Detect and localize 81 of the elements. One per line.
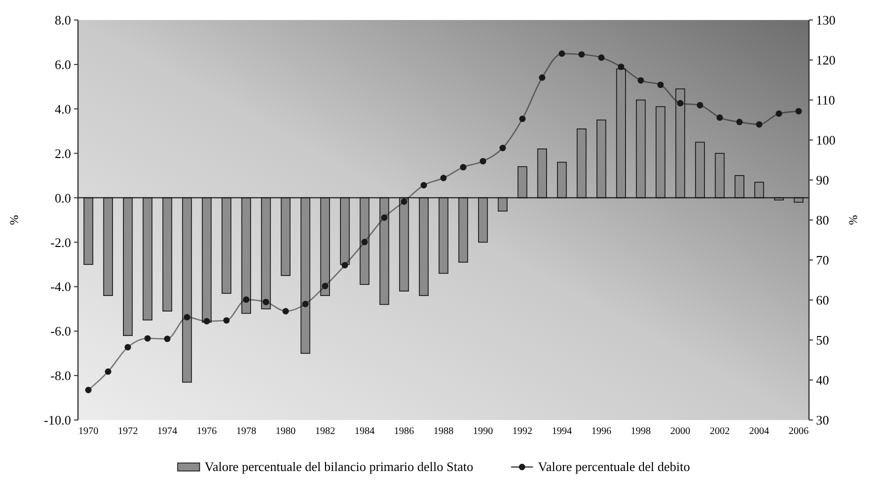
x-tick-label: 1970	[78, 426, 98, 437]
point	[716, 114, 723, 121]
point	[361, 238, 368, 246]
point	[756, 121, 762, 128]
y-tick-label: -6.0	[50, 324, 71, 339]
x-tick-label: 2004	[749, 426, 770, 437]
point	[104, 368, 112, 375]
x-tick-label: 1982	[315, 426, 336, 437]
point	[420, 182, 427, 188]
y2-tick-label: 40	[816, 372, 829, 388]
x-tick-label: 1974	[157, 426, 178, 437]
point	[578, 51, 585, 58]
point	[776, 110, 782, 117]
x-tick-label: 1986	[394, 426, 414, 437]
y2-tick-label: 80	[816, 212, 829, 228]
x-tick-label: 1998	[630, 426, 651, 437]
y-tick-label: 6.0	[54, 56, 71, 72]
point	[223, 317, 230, 324]
x-tick-label: 2006	[788, 426, 809, 437]
y-axis-title: %	[7, 215, 21, 225]
point	[677, 100, 684, 106]
point	[184, 314, 190, 320]
point	[519, 116, 526, 122]
y-tick-label: 4.0	[54, 101, 71, 116]
x-tick-label: 2002	[710, 426, 730, 437]
y-tick-label: -10.0	[44, 412, 71, 428]
point	[400, 198, 408, 205]
point	[342, 262, 348, 268]
y2-tick-label: 120	[816, 52, 836, 68]
y2-tick-label: 110	[816, 92, 836, 108]
point	[144, 335, 151, 342]
point	[204, 318, 210, 324]
point	[480, 158, 486, 164]
y-tick-label: 0.0	[54, 190, 71, 206]
point	[262, 298, 270, 306]
x-tick-label: 1976	[196, 426, 217, 437]
x-tick-label: 1980	[276, 426, 296, 437]
x-tick-label: 1988	[434, 426, 454, 437]
x-tick-label: 1978	[236, 426, 256, 437]
x-tick-label: 1994	[552, 426, 572, 437]
point	[282, 308, 289, 314]
point	[558, 50, 566, 57]
y2-tick-label: 100	[816, 132, 836, 148]
point	[598, 54, 605, 61]
point	[618, 64, 624, 70]
point	[164, 336, 170, 342]
y2-axis-title: %	[846, 215, 860, 225]
y2-tick-label: 60	[816, 292, 829, 308]
point	[696, 102, 704, 108]
x-tick-label: 1984	[354, 426, 375, 437]
y2-tick-label: 90	[816, 172, 829, 188]
point	[657, 82, 664, 88]
y2-tick-label: 50	[816, 332, 829, 348]
y2-tick-label: 70	[816, 252, 829, 268]
x-tick-label: 2000	[670, 426, 690, 437]
point	[460, 164, 466, 170]
y-tick-label: 8.0	[54, 12, 71, 28]
point	[736, 118, 743, 126]
y2-tick-label: 30	[816, 412, 829, 428]
x-tick-label: 1992	[512, 426, 532, 437]
x-tick-label: 1996	[591, 426, 612, 437]
point	[85, 386, 92, 394]
point	[499, 144, 506, 152]
point	[302, 300, 309, 308]
point	[381, 214, 388, 221]
legend-label: Valore percentuale del debito	[538, 459, 690, 474]
y-tick-label: -8.0	[50, 368, 71, 384]
point	[124, 344, 132, 350]
x-tick-label: 1990	[472, 426, 493, 437]
point	[440, 174, 447, 182]
y-tick-label: -4.0	[50, 279, 71, 294]
legend-label: Valore percentuale del bilancio primario dello Stato	[204, 459, 474, 474]
point	[795, 108, 802, 114]
point	[322, 282, 328, 290]
x-tick-label: 1972	[118, 426, 138, 437]
y-tick-label: 2.0	[54, 146, 71, 161]
y-tick-label: -2.0	[50, 234, 71, 250]
point	[538, 74, 546, 81]
y2-tick-label: 130	[816, 12, 836, 28]
point	[638, 77, 644, 84]
point	[243, 296, 250, 303]
